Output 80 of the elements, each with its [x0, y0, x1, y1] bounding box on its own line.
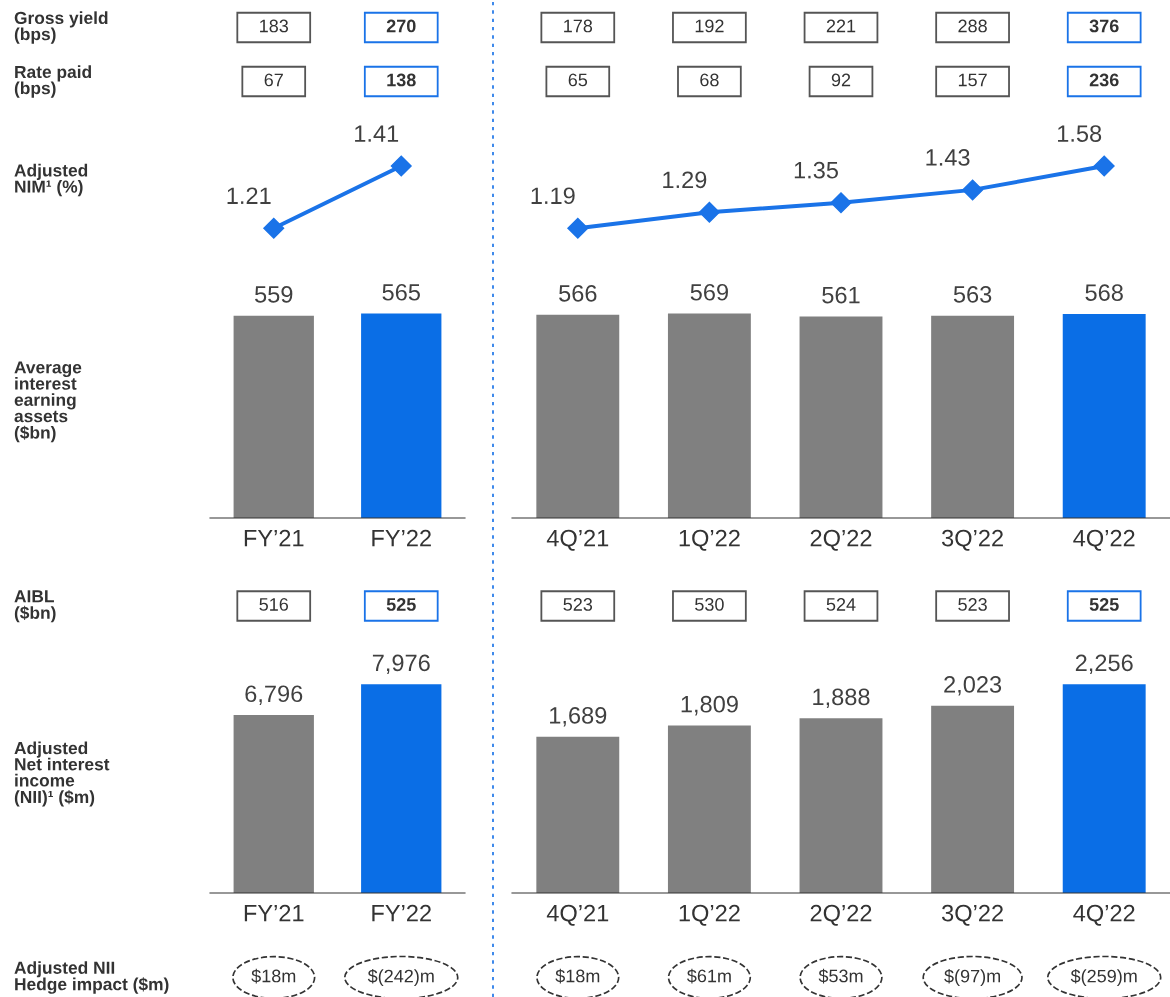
data-label: 2,256 — [1075, 654, 1133, 675]
x-tick-label: FY’22 — [372, 529, 431, 547]
text: 236 — [1089, 73, 1119, 87]
data-label: 569 — [690, 283, 728, 301]
text: 523 — [958, 598, 987, 611]
data-label: 1.41 — [355, 125, 399, 142]
x-tick-label: 4Q’21 — [546, 904, 609, 926]
x-tick-label: 2Q’22 — [810, 904, 872, 926]
text: 192 — [695, 19, 724, 33]
x-tick-label: FY’21 — [244, 529, 304, 547]
text: 524 — [826, 598, 856, 611]
text: 138 — [387, 73, 416, 87]
y-axis-title: Average interest earning assets ($bn) — [14, 361, 82, 443]
x-tick-label: 1Q’22 — [679, 904, 740, 926]
text: 68 — [700, 73, 719, 87]
text: AIBL ($bn) — [14, 590, 56, 623]
text: $18m — [251, 968, 296, 984]
data-label: 561 — [822, 286, 860, 304]
text: 178 — [564, 19, 593, 33]
text: 157 — [958, 73, 987, 87]
text: 523 — [563, 598, 593, 611]
data-label: 1.29 — [663, 171, 707, 189]
data-label: 563 — [953, 286, 992, 303]
text: 516 — [259, 598, 289, 611]
data-label: 1,809 — [681, 695, 738, 716]
point — [830, 192, 852, 214]
data-label: 1.21 — [227, 187, 271, 204]
data-label: 7,976 — [372, 654, 430, 675]
bar — [931, 705, 1015, 893]
data-label: 1.43 — [926, 149, 970, 166]
text: $(97)m — [944, 968, 1001, 987]
data-label: 1.35 — [794, 161, 838, 179]
data-label: 1,888 — [813, 688, 870, 709]
x-tick-label: 4Q’22 — [1073, 529, 1135, 551]
text: 65 — [568, 73, 588, 87]
bar — [667, 725, 751, 893]
x-tick-label: 4Q’22 — [1073, 904, 1135, 926]
data-label: 1.58 — [1058, 125, 1102, 142]
data-label: 1,689 — [550, 706, 607, 727]
text: $18m — [555, 968, 600, 984]
x-tick-label: 1Q’22 — [679, 529, 740, 551]
text: Gross yield (bps) — [14, 11, 108, 44]
text: $61m — [687, 968, 731, 984]
x-tick-label: 3Q’22 — [942, 904, 1003, 926]
data-label: 565 — [382, 283, 420, 301]
data-label: 566 — [559, 284, 597, 302]
y-axis-title: Adjusted Net interest income (NII)¹ ($m) — [14, 741, 110, 807]
y-axis-title: Adjusted NIM¹ (%) — [14, 163, 88, 197]
text: 530 — [695, 598, 724, 611]
text: 92 — [831, 73, 851, 87]
data-label: 2,023 — [944, 676, 1002, 696]
x-tick-label: FY’22 — [372, 904, 431, 922]
x-tick-label: 3Q’22 — [942, 529, 1003, 551]
x-tick-label: 2Q’22 — [810, 529, 872, 551]
text: 67 — [264, 73, 283, 87]
point — [1093, 155, 1115, 177]
x-tick-label: 4Q’21 — [546, 529, 609, 551]
data-label: 6,796 — [245, 685, 303, 705]
text: Adjusted NII Hedge impact ($m) — [14, 961, 169, 994]
text: 221 — [826, 19, 856, 33]
point — [698, 201, 720, 223]
data-label: 559 — [255, 286, 293, 303]
point — [567, 217, 589, 239]
bar — [536, 736, 620, 893]
data-label: 568 — [1085, 284, 1123, 301]
x-tick-label: FY’21 — [244, 904, 304, 922]
bar — [799, 718, 883, 893]
text: 288 — [958, 19, 987, 33]
text: $(259)m — [1070, 968, 1137, 987]
text: 525 — [1089, 598, 1119, 611]
text: $(242)m — [367, 968, 434, 987]
point — [962, 179, 984, 201]
text: 376 — [1089, 19, 1119, 33]
text: 183 — [260, 19, 289, 33]
text: $53m — [818, 968, 863, 984]
text: Rate paid (bps) — [14, 65, 91, 98]
text: 525 — [386, 598, 416, 611]
text: 270 — [386, 19, 416, 33]
data-label: 1.19 — [531, 187, 575, 205]
bar — [1062, 684, 1146, 893]
